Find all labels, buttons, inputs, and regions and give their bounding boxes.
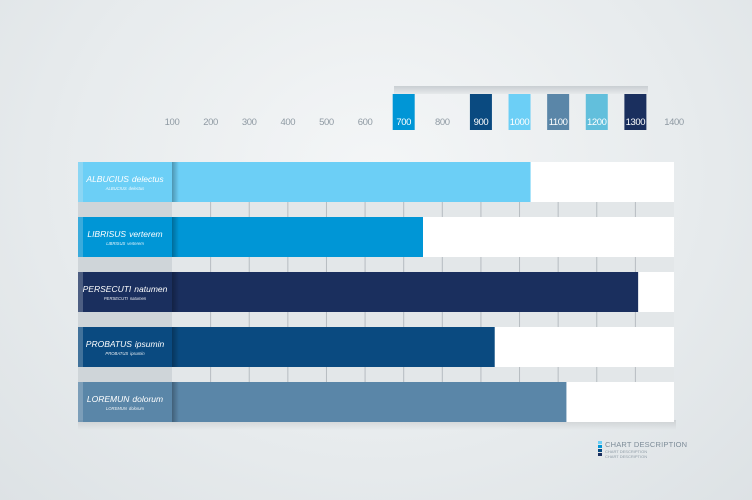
- category-label-panel: [83, 272, 172, 312]
- category-sublabel: ALBUCIUS delectus: [105, 186, 145, 191]
- category-name: ALBUCIUS: [85, 174, 129, 184]
- x-tick-labels: 100 200 300 400 500 600 700 800 900 1000 1100 1200 1…: [165, 94, 684, 130]
- category-subdesc: delectus: [129, 186, 146, 191]
- label-separator: [78, 257, 172, 272]
- legend-swatches-icon: [598, 441, 602, 457]
- panel-fold-shadow: [172, 217, 179, 257]
- category-subdesc: natumen: [130, 296, 147, 301]
- bar: [172, 327, 495, 367]
- x-tick-label: 500: [319, 117, 334, 128]
- x-tick-label: 1300: [626, 117, 646, 128]
- category-label-panel: [83, 217, 172, 257]
- category-name: PROBATUS: [86, 339, 132, 349]
- category-subdesc: dolorum: [129, 406, 145, 411]
- category-label: PERSECUTI natumen: [83, 284, 168, 294]
- row-separator: [172, 202, 674, 217]
- plot-shadow: [78, 420, 676, 430]
- category-desc: ipsumin: [135, 339, 165, 349]
- category-name: LIBRISUS: [87, 229, 126, 239]
- panel-fold-shadow: [172, 272, 179, 312]
- label-panel-edge: [78, 327, 83, 367]
- row-separator: [172, 367, 674, 382]
- x-tick-label: 1100: [549, 117, 568, 128]
- category-desc: verterem: [129, 229, 163, 239]
- category-label: ALBUCIUS delectus: [85, 174, 164, 184]
- category-subname: LOREMUN: [106, 406, 128, 411]
- category-subname: LIBRISUS: [106, 241, 125, 246]
- x-tick-label: 600: [358, 117, 373, 128]
- tick-highlight-rail: [394, 86, 648, 94]
- legend-line: CHART DESCRIPTION: [605, 454, 648, 459]
- x-tick-label: 200: [203, 117, 218, 128]
- category-subdesc: verterem: [127, 241, 144, 246]
- category-desc: natumen: [134, 284, 167, 294]
- row-separator: [172, 257, 674, 272]
- label-separator: [78, 367, 172, 382]
- legend-swatch: [598, 453, 602, 456]
- category-sublabel: LOREMUN dolorum: [106, 406, 145, 411]
- legend-swatch: [598, 441, 602, 444]
- legend-line: CHART DESCRIPTION: [605, 449, 648, 454]
- category-sublabel: PERSECUTI natumen: [104, 296, 147, 301]
- category-label-panel: [83, 162, 172, 202]
- tick-highlight-box: [585, 94, 608, 130]
- x-tick-label: 300: [242, 117, 257, 128]
- panel-fold-shadow: [172, 162, 179, 202]
- x-tick-label: 1400: [664, 117, 684, 128]
- category-label-panel: [83, 382, 172, 422]
- category-name: LOREMUN: [87, 394, 130, 404]
- legend-swatch: [598, 449, 602, 452]
- category-sublabel: LIBRISUS verterem: [106, 241, 144, 246]
- label-separator: [78, 312, 172, 327]
- category-subdesc: ipsumin: [130, 351, 145, 356]
- label-panel-edge: [78, 382, 83, 422]
- tick-highlight-box: [547, 94, 570, 130]
- row-separator: [172, 312, 674, 327]
- x-tick-label: 900: [474, 117, 489, 128]
- tick-highlight-box: [624, 94, 647, 130]
- category-label: LOREMUN dolorum: [87, 394, 163, 404]
- category-subname: PERSECUTI: [104, 296, 129, 301]
- category-name: PERSECUTI: [83, 284, 132, 294]
- tick-highlight-box: [392, 94, 415, 130]
- category-label: PROBATUS ipsumin: [86, 339, 165, 349]
- panel-fold-shadow: [172, 327, 179, 367]
- chart-legend: CHART DESCRIPTION CHART DESCRIPTION CHAR…: [598, 440, 718, 461]
- panel-fold-shadow: [172, 382, 179, 422]
- tick-highlight-box: [508, 94, 531, 130]
- category-label-panel: [83, 327, 172, 367]
- legend-title: CHART DESCRIPTION: [605, 440, 688, 449]
- tick-highlight-box: [469, 94, 492, 130]
- category-sublabel: PROBATUS ipsumin: [105, 351, 145, 356]
- bar: [172, 217, 423, 257]
- legend-swatch: [598, 445, 602, 448]
- x-tick-label: 1000: [510, 117, 530, 128]
- category-desc: dolorum: [132, 394, 163, 404]
- x-tick-label: 100: [165, 117, 180, 128]
- label-separator: [78, 202, 172, 217]
- bar: [172, 382, 567, 422]
- bar: [172, 272, 639, 312]
- bar: [172, 162, 531, 202]
- x-tick-label: 700: [396, 117, 411, 128]
- category-desc: delectus: [132, 174, 164, 184]
- x-tick-label: 800: [435, 117, 450, 128]
- label-panel-edge: [78, 217, 83, 257]
- label-panel-edge: [78, 162, 83, 202]
- category-label: LIBRISUS verterem: [87, 229, 162, 239]
- category-subname: PROBATUS: [105, 351, 128, 356]
- label-panel-edge: [78, 272, 83, 312]
- category-subname: ALBUCIUS: [105, 186, 127, 191]
- x-tick-label: 400: [281, 117, 296, 128]
- x-tick-label: 1200: [587, 117, 607, 128]
